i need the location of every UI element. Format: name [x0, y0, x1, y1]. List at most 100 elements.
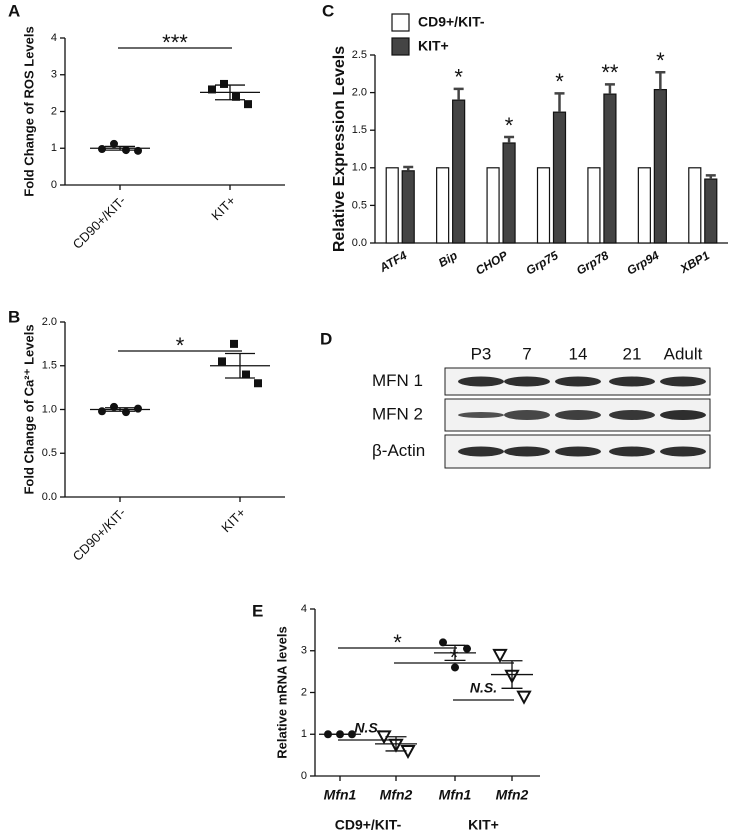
bar [401, 170, 415, 244]
x-tick-label: XBP1 [677, 248, 712, 276]
bar [688, 167, 702, 244]
y-tick-label: 0 [51, 179, 57, 191]
x-tick-label: KIT+ [208, 193, 238, 223]
y-tick-label: 2 [51, 105, 57, 117]
bar [385, 167, 399, 244]
group-label: CD9+/KIT- [335, 817, 402, 833]
y-tick-label: 0 [301, 770, 307, 782]
x-tick-label: Grp75 [524, 248, 561, 278]
y-tick-label: 1.5 [352, 124, 367, 136]
band [609, 446, 655, 457]
band [458, 376, 504, 387]
y-tick-label: 2.0 [42, 316, 57, 328]
bar [552, 111, 567, 244]
sem-bar [215, 84, 245, 101]
y-tick-label: 1.0 [352, 162, 367, 174]
y-tick-label: 2 [301, 686, 307, 698]
band [504, 410, 550, 420]
panel-label: A [8, 1, 20, 20]
lane-label: 14 [569, 344, 588, 363]
y-axis-label: Relative Expression Levels [331, 46, 348, 252]
y-tick-label: 3 [301, 645, 307, 657]
x-tick-label: Grp94 [624, 248, 661, 278]
significance-label: * [555, 69, 564, 94]
y-tick-label: 1 [301, 728, 307, 740]
dot [98, 407, 106, 416]
error-bar [604, 83, 615, 95]
sem-bar [385, 736, 407, 752]
band [458, 446, 504, 457]
legend-label: CD9+/KIT- [418, 14, 485, 30]
sem-bar [501, 660, 523, 689]
significance-label: * [450, 645, 459, 670]
band [660, 410, 706, 420]
bar [704, 178, 718, 244]
dot [220, 79, 228, 88]
band [660, 376, 706, 387]
bar [536, 167, 551, 244]
bar [452, 99, 466, 244]
row-label: β-Actin [372, 441, 425, 460]
band [555, 446, 601, 457]
significance-label: * [176, 333, 185, 358]
dot [254, 379, 262, 388]
error-bar [504, 135, 515, 143]
significance-label: *** [162, 30, 188, 55]
y-axis-label: Fold Change of Ca²⁺ Levels [21, 324, 36, 494]
band [555, 410, 601, 420]
bar [653, 88, 667, 244]
legend-label: KIT+ [418, 38, 449, 54]
y-tick-label: 4 [51, 32, 57, 44]
x-tick-label: Mfn1 [439, 787, 472, 803]
y-axis-label: Fold Change of ROS Levels [21, 26, 36, 196]
dot [98, 144, 106, 153]
x-tick-label: Mfn2 [380, 787, 413, 803]
dot [208, 85, 216, 94]
dot [451, 663, 459, 672]
dot [244, 100, 252, 109]
dot [232, 92, 240, 101]
band [458, 412, 504, 418]
y-tick-label: 3 [51, 69, 57, 81]
band [609, 376, 655, 387]
lane-label: P3 [471, 344, 492, 363]
x-tick-label: CD90+/KIT- [70, 193, 129, 252]
bar [603, 93, 617, 244]
y-tick-label: 1.5 [42, 360, 57, 372]
sem-bar [105, 145, 135, 151]
y-tick-label: 0.5 [42, 447, 57, 459]
dot [134, 404, 142, 413]
bar [587, 167, 601, 244]
x-tick-label: KIT+ [218, 505, 248, 535]
panel-label: C [322, 1, 334, 20]
y-tick-label: 4 [301, 603, 307, 615]
panel-label: D [320, 329, 332, 348]
band [504, 446, 550, 457]
significance-label: ** [601, 60, 619, 85]
band [504, 376, 550, 387]
y-tick-label: 0.5 [352, 199, 367, 211]
x-tick-label: ATF4 [376, 248, 409, 275]
significance-label: * [656, 48, 665, 73]
x-tick-label: Mfn2 [496, 787, 529, 803]
lane-label: 7 [522, 344, 531, 363]
error-bar [655, 71, 666, 90]
panel-label: E [252, 601, 263, 620]
band [555, 376, 601, 387]
x-tick-label: CD90+/KIT- [70, 505, 129, 564]
x-tick-label: Bip [436, 248, 460, 270]
row-label: MFN 2 [372, 404, 423, 423]
dot [492, 648, 508, 664]
lane-label: Adult [664, 344, 703, 363]
significance-label: N.S. [470, 680, 497, 696]
row-label: MFN 1 [372, 371, 423, 390]
bar [637, 167, 651, 244]
sem-bar [105, 407, 135, 412]
bar [486, 167, 500, 244]
bar [436, 167, 450, 244]
dot [218, 357, 226, 366]
significance-label: * [454, 65, 463, 90]
y-tick-label: 0.0 [352, 237, 367, 249]
x-tick-label: CHOP [473, 248, 511, 278]
